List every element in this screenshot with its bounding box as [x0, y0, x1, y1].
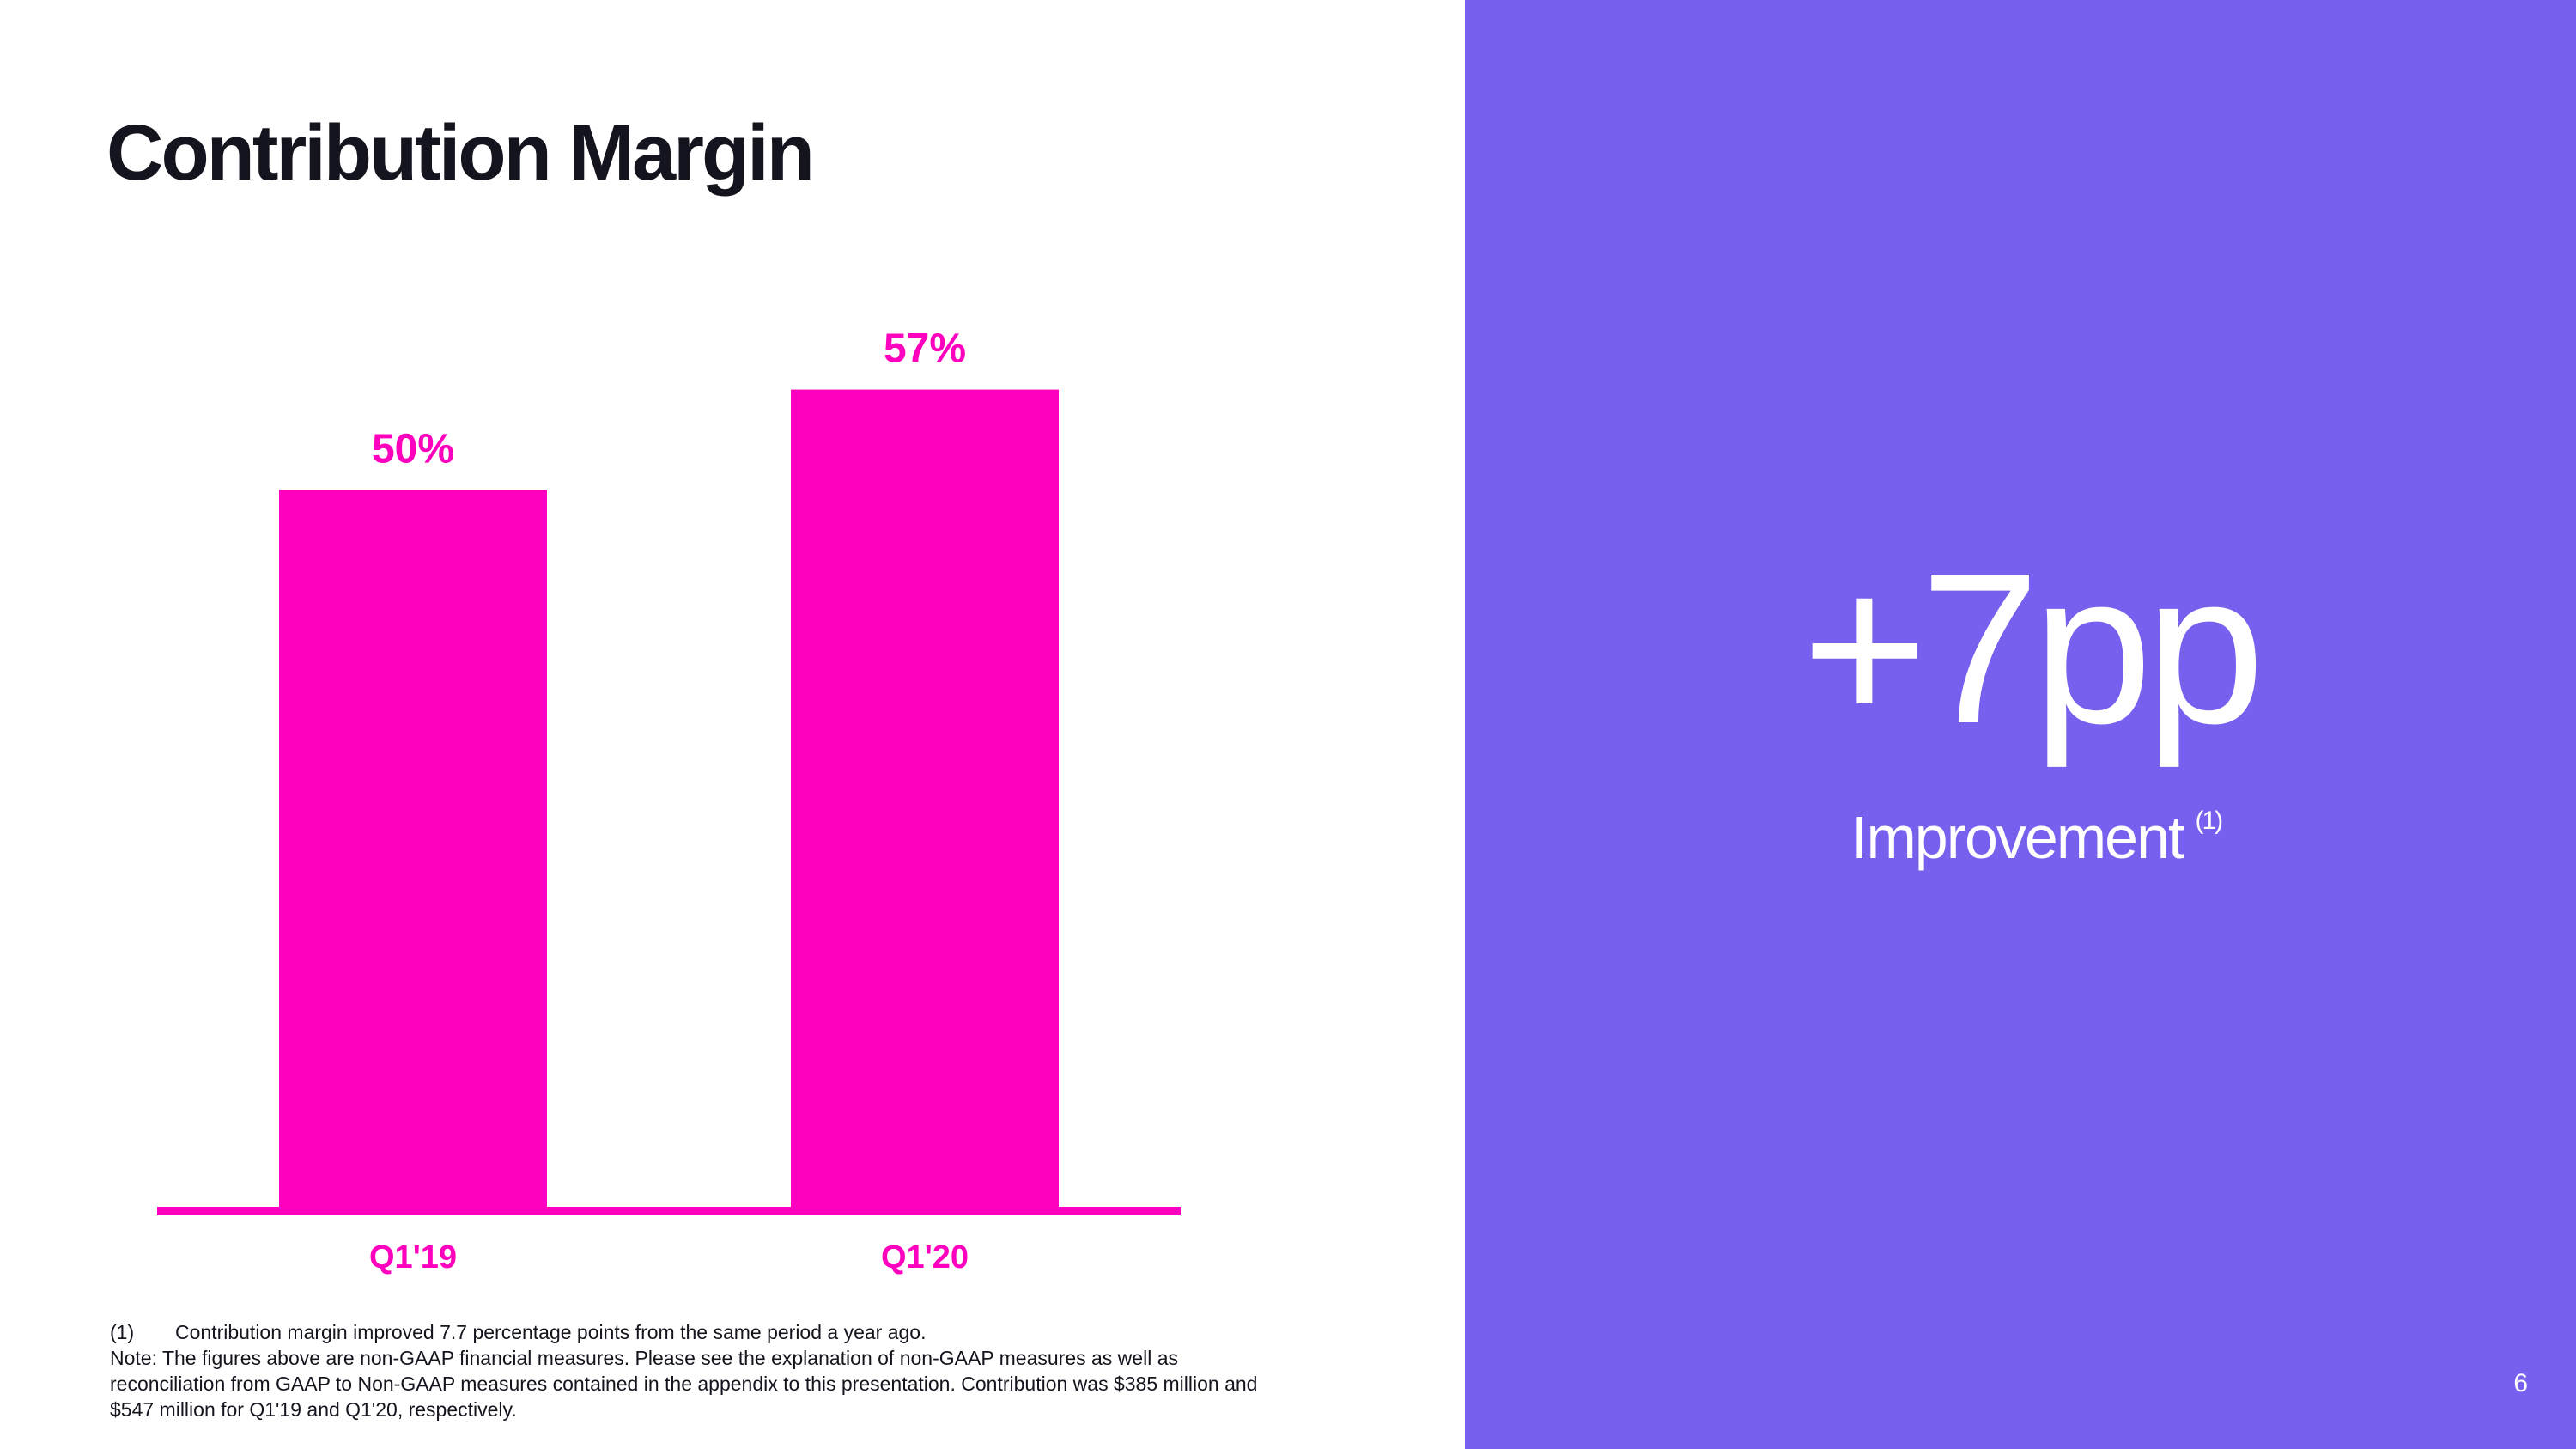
data-label-1: 57% — [884, 326, 966, 372]
improvement-footnote-ref: (1) — [2195, 806, 2223, 835]
footnote-marker: (1) — [110, 1321, 135, 1343]
bar-1 — [791, 389, 1059, 1212]
footnote-1: (1) Contribution margin improved 7.7 perc… — [110, 1319, 1449, 1345]
note-line-2: reconciliation from GAAP to Non-GAAP mea… — [110, 1373, 1258, 1395]
category-label-0: Q1'19 — [369, 1239, 457, 1275]
footnote-1-text: Contribution margin improved 7.7 percent… — [175, 1321, 927, 1343]
data-label-0: 50% — [372, 426, 454, 472]
footnotes: (1) Contribution margin improved 7.7 perc… — [110, 1319, 1449, 1422]
improvement-caption-text: Improvement — [1851, 804, 2184, 871]
category-label-1: Q1'20 — [881, 1239, 969, 1275]
improvement-value: +7pp — [1801, 528, 2264, 768]
slide-title: Contribution Margin — [106, 109, 815, 197]
x-axis-baseline — [157, 1207, 1181, 1215]
improvement-caption: Improvement (1) — [1851, 804, 2223, 871]
note-line-1: Note: The figures above are non-GAAP fin… — [110, 1347, 1178, 1369]
note-line-3: $547 million for Q1'19 and Q1'20, respec… — [110, 1398, 517, 1421]
contribution-margin-bar-chart: 50% Q1'19 57% Q1'20 — [157, 326, 1181, 1275]
highlight-panel: +7pp Improvement (1) 6 — [1465, 0, 2576, 1449]
bar-0 — [279, 490, 547, 1211]
page-number: 6 — [2513, 1369, 2528, 1397]
